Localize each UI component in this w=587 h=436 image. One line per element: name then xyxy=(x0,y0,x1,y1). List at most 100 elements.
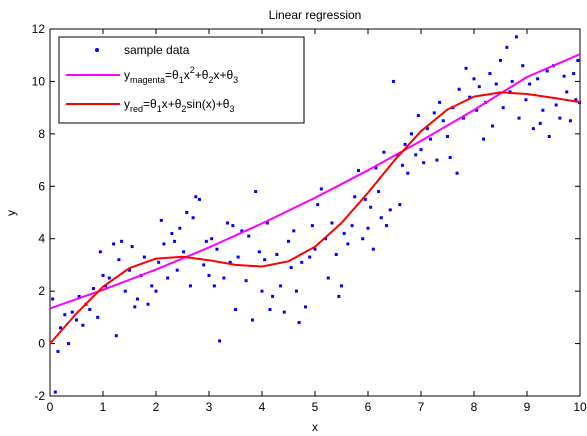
red-fit-line xyxy=(49,91,581,345)
x-tick-label: 1 xyxy=(100,400,107,414)
data-point xyxy=(356,169,360,173)
data-point xyxy=(268,307,272,311)
data-point xyxy=(67,342,71,346)
data-point xyxy=(346,242,350,246)
data-point xyxy=(142,255,146,259)
data-point xyxy=(446,134,449,138)
data-point xyxy=(574,98,578,102)
data-point xyxy=(215,247,219,251)
data-point xyxy=(425,127,429,131)
data-point xyxy=(326,276,330,280)
data-point xyxy=(194,195,198,199)
data-point xyxy=(297,321,301,325)
data-point xyxy=(240,229,244,233)
y-tick-label: 12 xyxy=(32,22,46,36)
data-point xyxy=(377,190,381,194)
data-point xyxy=(379,216,383,220)
data-point xyxy=(334,252,338,256)
data-point xyxy=(562,74,566,78)
data-point xyxy=(461,116,465,120)
data-point xyxy=(528,82,532,86)
data-point xyxy=(369,205,373,209)
data-point xyxy=(154,289,158,293)
data-point xyxy=(419,148,423,152)
data-point xyxy=(202,263,206,267)
data-point xyxy=(371,247,375,251)
data-point xyxy=(207,273,211,277)
data-point xyxy=(541,108,545,112)
data-point xyxy=(448,155,452,159)
data-point xyxy=(406,171,410,175)
data-point xyxy=(123,289,127,293)
data-point xyxy=(212,284,216,288)
data-point xyxy=(185,211,189,214)
legend-magenta-label: ymagenta=θ1x2+θ2x+θ3 xyxy=(124,65,238,85)
data-point xyxy=(310,224,314,228)
data-point xyxy=(572,72,576,76)
data-point xyxy=(63,313,67,317)
data-point xyxy=(554,103,558,107)
x-tick-label: 3 xyxy=(206,400,213,414)
data-point xyxy=(545,69,549,73)
data-point xyxy=(159,218,163,222)
data-point xyxy=(536,77,540,81)
data-point xyxy=(308,255,312,259)
data-point xyxy=(340,284,343,288)
x-tick-label: 2 xyxy=(153,400,160,414)
data-point xyxy=(257,250,261,254)
data-point xyxy=(388,208,392,212)
data-point xyxy=(521,64,525,68)
data-point xyxy=(501,106,505,110)
data-point xyxy=(337,294,341,298)
x-axis-label: x xyxy=(312,420,318,434)
data-point xyxy=(178,226,182,230)
data-point xyxy=(391,79,395,83)
data-point xyxy=(363,197,367,201)
data-point xyxy=(175,268,179,272)
data-point xyxy=(271,294,275,298)
data-point xyxy=(464,66,468,70)
data-point xyxy=(244,279,248,283)
y-tick-label: 2 xyxy=(38,284,45,298)
y-tick-label: 4 xyxy=(38,232,45,246)
y-tick-label: 6 xyxy=(38,179,45,193)
data-point xyxy=(91,287,95,291)
data-point xyxy=(441,119,445,123)
data-point xyxy=(81,323,85,327)
data-point xyxy=(414,153,418,157)
data-point xyxy=(313,247,317,251)
data-point xyxy=(292,229,296,233)
data-point xyxy=(568,119,572,123)
chart-title: Linear regression xyxy=(269,8,362,22)
data-point xyxy=(353,195,357,199)
data-point xyxy=(287,239,290,243)
data-point xyxy=(77,294,81,298)
data-point xyxy=(319,187,323,191)
data-point xyxy=(361,237,365,241)
data-point xyxy=(488,72,492,76)
data-point xyxy=(98,250,102,254)
x-tick-label: 5 xyxy=(312,400,319,414)
data-point xyxy=(133,305,137,309)
data-point xyxy=(435,158,439,162)
data-point xyxy=(499,58,502,62)
data-point xyxy=(429,137,433,141)
data-point xyxy=(294,289,298,293)
data-point xyxy=(324,237,328,241)
data-point xyxy=(510,79,514,83)
data-point xyxy=(263,258,267,262)
data-point xyxy=(228,260,232,264)
data-point xyxy=(218,339,222,343)
x-tick-label: 6 xyxy=(365,400,372,414)
data-point xyxy=(166,276,170,280)
data-point xyxy=(112,242,116,246)
data-point xyxy=(400,163,404,167)
data-point xyxy=(51,297,55,301)
data-point xyxy=(59,326,63,330)
x-tick-label: 4 xyxy=(259,400,266,414)
data-point xyxy=(204,239,208,243)
data-point xyxy=(234,307,237,311)
data-point xyxy=(260,289,264,293)
data-point xyxy=(342,231,346,235)
